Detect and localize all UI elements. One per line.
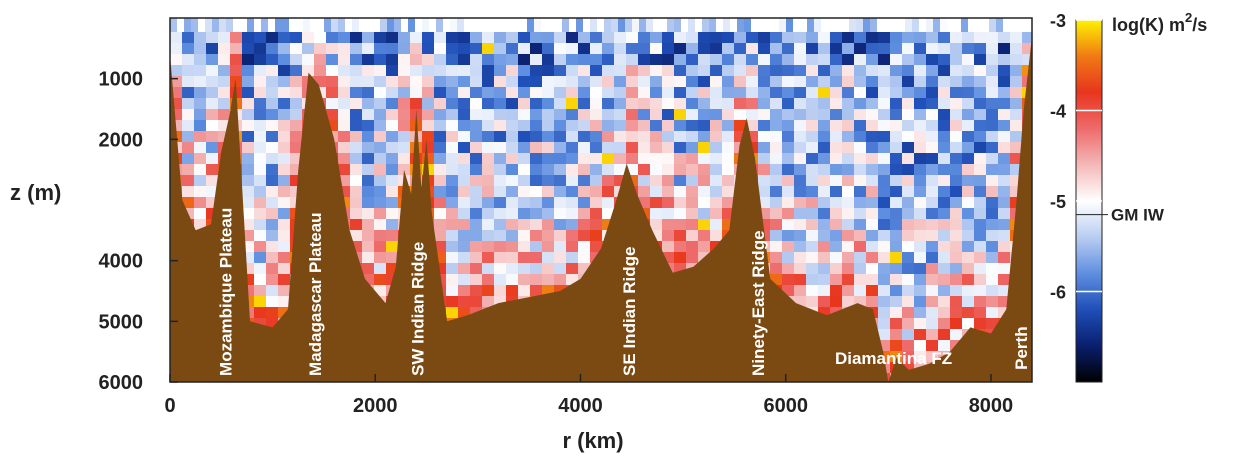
x-tick-label: 2000 [353, 395, 398, 417]
colorbar-reference-label: GM IW [1111, 206, 1165, 225]
feature-label-0: Mozambique Plateau [217, 208, 236, 376]
y-tick-label: 2000 [99, 129, 144, 151]
y-tick-label: 4000 [99, 251, 144, 273]
y-tick-label: 1000 [99, 69, 144, 91]
bathymetry-seafloor [170, 36, 1032, 382]
bathymetry-layer [170, 36, 1032, 382]
x-tick-label: 0 [164, 395, 175, 417]
colorbar-tick-label: -6 [1050, 283, 1066, 303]
colorbar-tick-label: -4 [1050, 102, 1066, 122]
x-axis-label: r (km) [562, 428, 623, 453]
feature-label-2: SW Indian Ridge [408, 242, 427, 376]
y-axis-label: z (m) [10, 180, 61, 205]
x-tick-label: 4000 [558, 395, 603, 417]
feature-label-4: Ninety-East Ridge [749, 230, 768, 375]
colorbar-label: log(K) m2/s [1112, 10, 1207, 35]
feature-labels: Mozambique Plateau Madagascar Plateau SW I… [217, 208, 1031, 376]
x-tick-label: 8000 [969, 395, 1014, 417]
x-tick-label: 6000 [763, 395, 808, 417]
feature-label-6: Perth [1012, 326, 1031, 369]
feature-label-1: Madagascar Plateau [306, 212, 325, 375]
y-axis: 1000 2000 4000 5000 6000 [99, 69, 178, 394]
feature-label-5: Diamantina FZ [835, 349, 952, 368]
colorbar-tick-label: -3 [1050, 11, 1066, 31]
colorbar-tick-label: -5 [1050, 192, 1066, 212]
plot-frame [169, 17, 1033, 383]
feature-label-3: SE Indian Ridge [620, 247, 639, 376]
y-tick-label: 5000 [99, 311, 144, 333]
y-tick-label: 6000 [99, 372, 144, 394]
colorbar-ticks: -3 -4 -5 -6 [1050, 11, 1108, 303]
x-axis: 0 2000 4000 6000 8000 [164, 374, 1013, 417]
